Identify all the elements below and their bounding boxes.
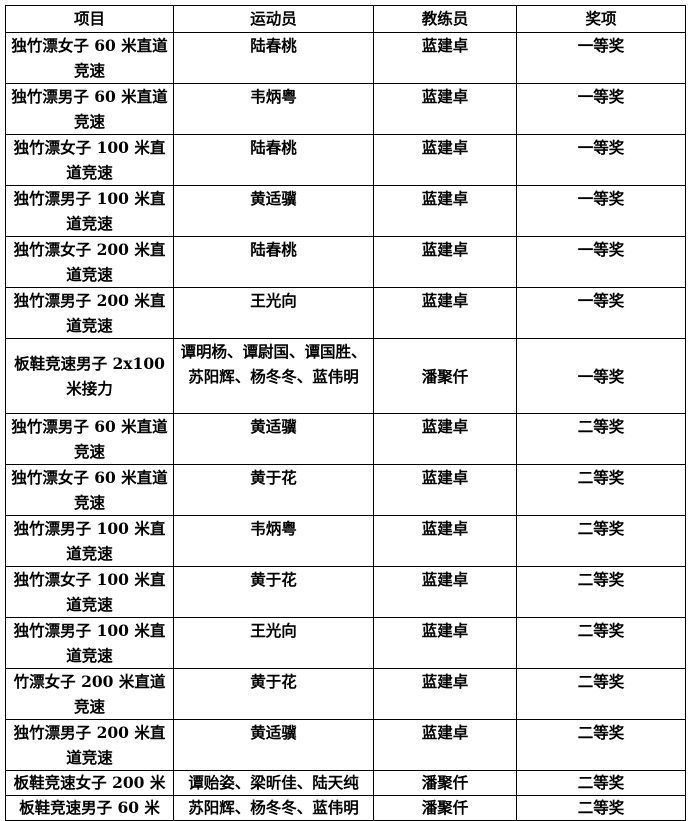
athletes-cell: 王光向 [173,287,374,339]
awards-table: 项目 运动员 教练员 奖项 独竹漂女子 60 米直道竞速 陆春桃 蓝建卓 一等奖 独竹漂… [5,5,686,821]
coach-cell: 蓝建卓 [373,236,517,288]
project-cell: 独竹漂女子 60 米直道竞速 [5,32,174,84]
project-cell: 独竹漂男子 200 米直道竞速 [5,287,174,339]
table-row: 板鞋竞速男子 2x100 米接力 谭明杨、谭尉国、谭国胜、苏阳辉、杨冬冬、蓝伟明潘… [5,338,686,414]
table-row: 独竹漂女子 100 米直道竞速 黄于花 蓝建卓 二等奖 [5,566,686,618]
table-row: 独竹漂男子 100 米直道竞速 黄适骥 蓝建卓 一等奖 [5,185,686,237]
coach-cell: 蓝建卓 [373,134,517,186]
coach-cell: 蓝建卓 [373,668,517,720]
athletes-cell: 黄于花 [173,566,374,618]
award-cell: 二等奖 [516,617,686,669]
header-row: 项目 运动员 教练员 奖项 [5,5,686,33]
header-award: 奖项 [516,5,686,33]
coach-cell: 蓝建卓 [373,185,517,237]
project-cell: 竹漂女子 200 米直道竞速 [5,668,174,720]
coach-cell: 蓝建卓 [373,566,517,618]
athletes-cell: 黄于花 [173,668,374,720]
athletes-cell: 黄适骥 [173,413,374,465]
award-cell: 二等奖 [516,719,686,771]
athletes-cell: 黄于花 [173,464,374,516]
award-cell: 二等奖 [516,566,686,618]
award-cell: 一等奖 [516,287,686,339]
award-cell: 二等奖 [516,795,686,821]
award-cell: 二等奖 [516,770,686,796]
project-cell: 板鞋竞速男子 60 米 [5,795,174,821]
athletes-cell: 苏阳辉、杨冬冬、蓝伟明 [173,795,374,821]
table-row: 独竹漂女子 100 米直道竞速 陆春桃 蓝建卓 一等奖 [5,134,686,186]
table-row: 独竹漂男子 60 米直道竞速 韦炳粤 蓝建卓 一等奖 [5,83,686,135]
coach-cell: 蓝建卓 [373,83,517,135]
project-cell: 独竹漂男子 100 米直道竞速 [5,185,174,237]
table-row: 竹漂女子 200 米直道竞速 黄于花 蓝建卓 二等奖 [5,668,686,720]
project-cell: 独竹漂男子 60 米直道竞速 [5,83,174,135]
header-project: 项目 [5,5,174,33]
award-cell: 一等奖 [516,338,686,414]
project-cell: 独竹漂女子 200 米直道竞速 [5,236,174,288]
coach-cell: 蓝建卓 [373,617,517,669]
project-cell: 板鞋竞速男子 2x100 米接力 [5,338,174,414]
athletes-cell: 谭明杨、谭尉国、谭国胜、苏阳辉、杨冬冬、蓝伟明 [173,338,374,414]
award-cell: 一等奖 [516,185,686,237]
table-row: 独竹漂男子 100 米直道竞速 韦炳粤 蓝建卓 二等奖 [5,515,686,567]
award-cell: 一等奖 [516,32,686,84]
project-cell: 独竹漂男子 100 米直道竞速 [5,617,174,669]
award-cell: 一等奖 [516,134,686,186]
coach-cell: 蓝建卓 [373,413,517,465]
table-row: 独竹漂男子 200 米直道竞速 黄适骥 蓝建卓 二等奖 [5,719,686,771]
coach-cell: 蓝建卓 [373,719,517,771]
award-cell: 二等奖 [516,515,686,567]
table-row: 独竹漂女子 60 米直道竞速 陆春桃 蓝建卓 一等奖 [5,32,686,84]
project-cell: 板鞋竞速女子 200 米 [5,770,174,796]
coach-cell: 蓝建卓 [373,464,517,516]
table-row: 板鞋竞速男子 60 米苏阳辉、杨冬冬、蓝伟明 潘聚仟 二等奖 [5,795,686,821]
table-row: 独竹漂男子 100 米直道竞速 王光向 蓝建卓 二等奖 [5,617,686,669]
coach-cell: 蓝建卓 [373,32,517,84]
athletes-cell: 黄适骥 [173,719,374,771]
project-cell: 独竹漂男子 200 米直道竞速 [5,719,174,771]
coach-cell: 潘聚仟 [373,770,517,796]
table-row: 独竹漂男子 60 米直道竞速 黄适骥 蓝建卓 二等奖 [5,413,686,465]
header-athletes: 运动员 [173,5,374,33]
athletes-cell: 陆春桃 [173,32,374,84]
award-cell: 一等奖 [516,236,686,288]
project-cell: 独竹漂女子 100 米直道竞速 [5,566,174,618]
coach-cell: 蓝建卓 [373,515,517,567]
table-row: 独竹漂女子 60 米直道竞速 黄于花 蓝建卓 二等奖 [5,464,686,516]
athletes-cell: 王光向 [173,617,374,669]
award-cell: 一等奖 [516,83,686,135]
athletes-cell: 陆春桃 [173,236,374,288]
project-cell: 独竹漂男子 60 米直道竞速 [5,413,174,465]
coach-cell: 蓝建卓 [373,287,517,339]
coach-cell: 潘聚仟 [373,795,517,821]
table-row: 板鞋竞速女子 200 米谭贻姿、梁昕佳、陆天纯 潘聚仟 二等奖 [5,770,686,796]
athletes-cell: 黄适骥 [173,185,374,237]
table-row: 独竹漂男子 200 米直道竞速 王光向 蓝建卓 一等奖 [5,287,686,339]
award-cell: 二等奖 [516,413,686,465]
athletes-cell: 韦炳粤 [173,515,374,567]
project-cell: 独竹漂女子 100 米直道竞速 [5,134,174,186]
project-cell: 独竹漂男子 100 米直道竞速 [5,515,174,567]
header-coach: 教练员 [373,5,517,33]
table-row: 独竹漂女子 200 米直道竞速 陆春桃 蓝建卓 一等奖 [5,236,686,288]
athletes-cell: 谭贻姿、梁昕佳、陆天纯 [173,770,374,796]
athletes-cell: 韦炳粤 [173,83,374,135]
project-cell: 独竹漂女子 60 米直道竞速 [5,464,174,516]
coach-cell: 潘聚仟 [373,338,517,414]
award-cell: 二等奖 [516,464,686,516]
award-cell: 二等奖 [516,668,686,720]
athletes-cell: 陆春桃 [173,134,374,186]
